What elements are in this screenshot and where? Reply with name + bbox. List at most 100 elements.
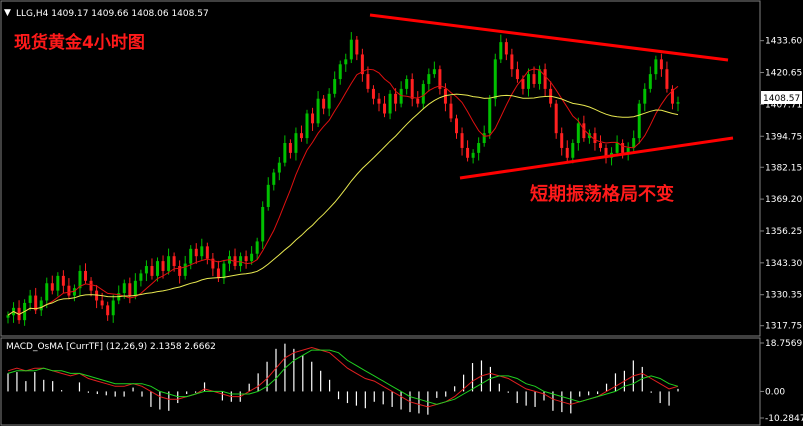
candle-body [205,246,209,259]
candle-body [455,118,459,134]
candle-body [56,275,60,291]
candle-body [272,172,276,185]
candle-body [311,113,315,124]
candle-body [615,143,619,153]
candle-body [543,69,547,89]
candle-body [482,133,486,144]
price-axis: 1433.60 1420.65 1407.71 1394.75 1382.15 1369.… [760,37,802,332]
candle-body [399,88,403,104]
candle-body [161,261,165,271]
candle-body [626,147,630,153]
candle-body [665,69,669,89]
candle-body [84,270,88,281]
price-tick-label: 1382.15 [765,163,802,173]
candle-body [255,241,259,254]
candle-body [598,143,602,148]
candle-body [133,280,137,296]
candle-body [488,98,492,134]
candle-body [100,300,104,306]
candle-body [432,69,436,75]
candle-body [28,295,32,303]
candle-body [632,138,636,148]
candle-body [178,266,182,276]
candle-body [471,152,475,158]
candle-body [554,103,558,134]
candle-body [50,283,54,291]
candle-body [61,275,65,286]
candle-body [39,300,43,311]
candle-body [576,123,580,144]
candle-body [521,79,525,89]
candle-body [261,206,265,242]
candle-body [460,133,464,148]
candle-body [299,133,303,139]
lower-trend-line [459,136,734,180]
macd-tick-label: 18.7569 [765,339,802,349]
candle-body [477,143,481,153]
candle-body [34,295,38,311]
candle-body [377,98,381,104]
candle-body [360,54,364,75]
candle-body [383,103,387,114]
candle-body [244,256,248,262]
candle-body [515,69,519,80]
symbol-ohlc-label: LLG,H4 1409.17 1409.66 1408.06 1408.57 [16,9,209,19]
candle-body [493,59,497,99]
candle-body [156,261,160,276]
candle-body [45,283,49,301]
candle-body [139,273,143,281]
candle-body [172,256,176,267]
macd-tick-label: 0.00 [765,387,785,397]
candle-body [288,143,292,153]
candle-body [371,88,375,99]
candle-body [438,69,442,89]
candle-body [532,74,536,84]
candle-body [122,283,126,294]
price-tick-label: 1330.35 [765,291,802,301]
ma-fast-line [7,68,679,316]
candle-body [189,248,193,264]
candle-body [327,93,331,109]
candle-body [67,285,71,296]
candle-body [648,74,652,89]
candle-body [427,74,431,84]
candle-body [499,42,503,60]
price-tick-label: 1317.75 [765,322,802,332]
price-tick-label: 1394.75 [765,132,802,142]
candle-body [111,300,115,316]
candle-body [366,74,370,89]
candle-body [571,143,575,158]
dropdown-arrow-icon[interactable]: ▼ [4,8,11,18]
candle-body [466,147,470,158]
candle-body [294,133,298,153]
candle-body [504,42,508,55]
candle-body [538,69,542,84]
candle-body [338,64,342,80]
candle-body [6,315,10,318]
candle-body [283,143,287,163]
candle-body [659,59,663,70]
candle-body [322,98,326,109]
candle-body [106,305,110,316]
ma-slow-line [7,93,679,316]
candle-body [144,266,148,274]
osma-histogram [7,343,679,415]
candle-body [266,184,270,207]
candle-body [621,143,625,153]
candle-body [78,270,82,289]
candlesticks [6,32,680,326]
candle-body [89,280,93,291]
candle-body [560,133,564,148]
candle-body [510,54,514,70]
candle-body [394,93,398,104]
candle-body [239,256,243,267]
candle-body [150,266,154,276]
candle-body [604,147,608,158]
candle-body [333,79,337,94]
price-tick-label: 1343.30 [765,259,802,269]
current-price-label: 1408.57 [763,94,800,104]
candle-body [216,268,220,279]
candle-body [449,103,453,119]
candle-body [250,253,254,262]
